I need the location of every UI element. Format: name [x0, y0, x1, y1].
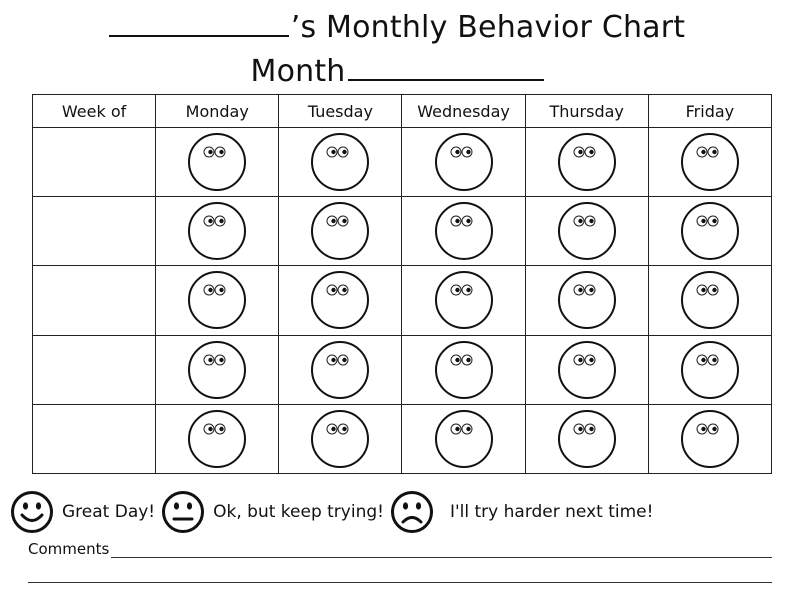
wednesday-cell[interactable]	[401, 265, 526, 336]
legend-ok: Ok, but keep trying!	[161, 490, 384, 534]
column-header-wednesday: Wednesday	[401, 94, 526, 128]
monday-cell[interactable]	[155, 403, 280, 475]
blank-face-icon	[188, 202, 247, 261]
legend: Great Day! Ok, but keep trying! I'll try…	[10, 490, 790, 534]
comments-row: Comments	[28, 540, 772, 558]
week-row	[31, 265, 773, 336]
name-blank-line[interactable]	[108, 9, 289, 37]
frowning-face-icon	[390, 491, 433, 533]
blank-face-icon	[434, 202, 493, 261]
tuesday-cell[interactable]	[278, 126, 403, 198]
blank-face-icon	[188, 409, 247, 468]
blank-face-icon	[557, 340, 616, 399]
blank-face-icon	[557, 271, 616, 330]
blank-face-icon	[680, 271, 739, 330]
column-header-thursday: Thursday	[524, 94, 649, 128]
tuesday-cell[interactable]	[278, 403, 403, 475]
blank-face-icon	[311, 409, 370, 468]
blank-face-icon	[188, 340, 247, 399]
blank-face-icon	[434, 340, 493, 399]
monday-cell[interactable]	[155, 126, 280, 198]
comments-extra-line[interactable]	[28, 582, 772, 583]
blank-face-icon	[311, 202, 370, 261]
week-row	[31, 403, 773, 475]
monday-cell[interactable]	[155, 196, 280, 267]
page-title: ’s Monthly Behavior Chart	[290, 10, 686, 45]
week-of-cell[interactable]	[31, 334, 157, 405]
friday-cell[interactable]	[647, 334, 773, 405]
column-header-tuesday: Tuesday	[278, 94, 403, 128]
week-row	[31, 126, 773, 198]
friday-cell[interactable]	[647, 126, 773, 198]
column-header-friday: Friday	[647, 94, 773, 128]
legend-great-day: Great Day!	[10, 490, 155, 534]
friday-cell[interactable]	[647, 196, 773, 267]
week-of-cell[interactable]	[31, 265, 157, 336]
monday-cell[interactable]	[155, 334, 280, 405]
blank-face-icon	[311, 133, 370, 192]
legend-ok-label: Ok, but keep trying!	[213, 502, 384, 522]
title-line: ’s Monthly Behavior Chart	[0, 6, 794, 50]
blank-face-icon	[557, 202, 616, 261]
blank-face-icon	[680, 133, 739, 192]
legend-try-harder: I'll try harder next time!	[390, 490, 653, 534]
chart-header: ’s Monthly Behavior Chart Month	[0, 6, 794, 94]
week-of-cell[interactable]	[31, 403, 157, 475]
smiley-face-icon	[11, 491, 53, 533]
blank-face-icon	[557, 133, 616, 192]
monday-cell[interactable]	[155, 265, 280, 336]
blank-face-icon	[188, 133, 247, 192]
blank-face-icon	[434, 133, 493, 192]
month-line: Month	[0, 50, 794, 94]
blank-face-icon	[680, 409, 739, 468]
comments-label: Comments	[28, 540, 110, 558]
wednesday-cell[interactable]	[401, 126, 526, 198]
tuesday-cell[interactable]	[278, 265, 403, 336]
comments-line[interactable]	[111, 543, 772, 558]
blank-face-icon	[434, 409, 493, 468]
tuesday-cell[interactable]	[278, 334, 403, 405]
tuesday-cell[interactable]	[278, 196, 403, 267]
blank-face-icon	[434, 271, 493, 330]
thursday-cell[interactable]	[524, 403, 649, 475]
legend-sad-label: I'll try harder next time!	[449, 502, 654, 522]
blank-face-icon	[680, 340, 739, 399]
month-label: Month	[250, 54, 346, 89]
behavior-grid: Week of Monday Tuesday Wednesday Thursda…	[31, 94, 773, 475]
thursday-cell[interactable]	[524, 196, 649, 267]
blank-face-icon	[311, 271, 370, 330]
week-of-cell[interactable]	[31, 196, 157, 267]
week-of-cell[interactable]	[31, 126, 157, 198]
week-row	[31, 334, 773, 405]
column-header-monday: Monday	[155, 94, 280, 128]
wednesday-cell[interactable]	[401, 403, 526, 475]
blank-face-icon	[557, 409, 616, 468]
friday-cell[interactable]	[647, 403, 773, 475]
blank-face-icon	[311, 340, 370, 399]
wednesday-cell[interactable]	[401, 334, 526, 405]
neutral-face-icon	[162, 491, 205, 533]
header-row: Week of Monday Tuesday Wednesday Thursda…	[31, 94, 773, 128]
friday-cell[interactable]	[647, 265, 773, 336]
legend-great-label: Great Day!	[62, 502, 156, 522]
wednesday-cell[interactable]	[401, 196, 526, 267]
thursday-cell[interactable]	[524, 334, 649, 405]
column-header-week-of: Week of	[31, 94, 157, 128]
thursday-cell[interactable]	[524, 265, 649, 336]
thursday-cell[interactable]	[524, 126, 649, 198]
week-row	[31, 196, 773, 267]
blank-face-icon	[188, 271, 247, 330]
month-blank-line[interactable]	[347, 53, 544, 81]
blank-face-icon	[680, 202, 739, 261]
